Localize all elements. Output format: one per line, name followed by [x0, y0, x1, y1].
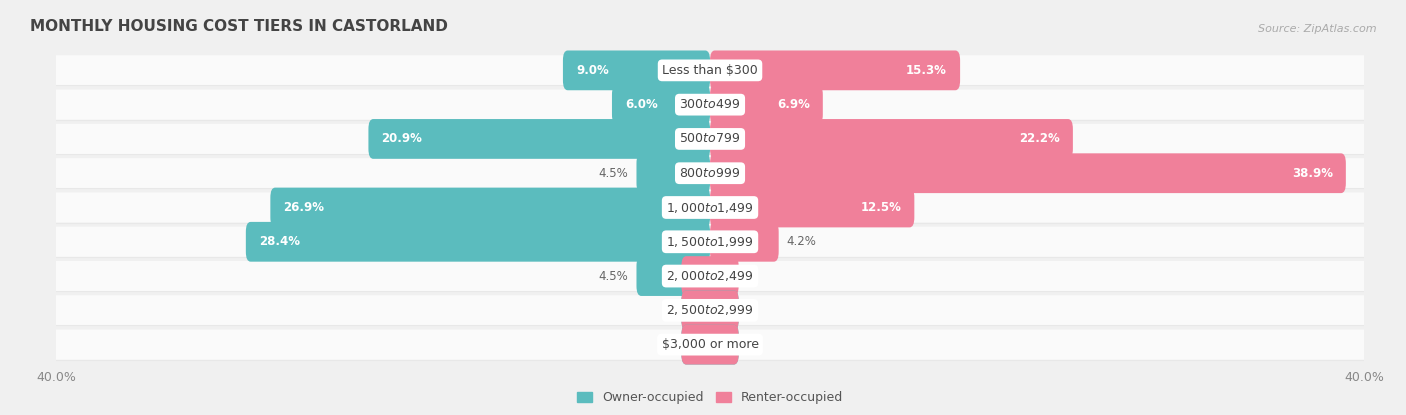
FancyBboxPatch shape: [682, 290, 738, 330]
Text: $2,000 to $2,499: $2,000 to $2,499: [666, 269, 754, 283]
Text: MONTHLY HOUSING COST TIERS IN CASTORLAND: MONTHLY HOUSING COST TIERS IN CASTORLAND: [30, 19, 449, 34]
Text: 28.4%: 28.4%: [259, 235, 299, 248]
Text: 15.3%: 15.3%: [905, 64, 948, 77]
Text: 4.2%: 4.2%: [787, 235, 817, 248]
Text: 0.0%: 0.0%: [672, 304, 702, 317]
FancyBboxPatch shape: [48, 330, 1372, 360]
FancyBboxPatch shape: [710, 51, 960, 90]
FancyBboxPatch shape: [710, 85, 823, 124]
FancyBboxPatch shape: [48, 295, 1372, 325]
FancyBboxPatch shape: [682, 290, 738, 330]
FancyBboxPatch shape: [710, 153, 1346, 193]
Text: $1,000 to $1,499: $1,000 to $1,499: [666, 200, 754, 215]
Text: 4.5%: 4.5%: [599, 270, 628, 283]
FancyBboxPatch shape: [682, 325, 738, 364]
Text: 4.5%: 4.5%: [599, 167, 628, 180]
Text: 22.2%: 22.2%: [1019, 132, 1060, 145]
Text: $2,500 to $2,999: $2,500 to $2,999: [666, 303, 754, 317]
FancyBboxPatch shape: [48, 124, 1372, 154]
FancyBboxPatch shape: [710, 188, 914, 227]
FancyBboxPatch shape: [612, 85, 710, 124]
FancyBboxPatch shape: [270, 188, 710, 227]
Text: 38.9%: 38.9%: [1292, 167, 1333, 180]
FancyBboxPatch shape: [710, 119, 1073, 159]
Text: 26.9%: 26.9%: [284, 201, 325, 214]
Text: $300 to $499: $300 to $499: [679, 98, 741, 111]
Text: 6.0%: 6.0%: [626, 98, 658, 111]
Text: 0.0%: 0.0%: [718, 338, 748, 351]
FancyBboxPatch shape: [246, 222, 710, 262]
Text: 12.5%: 12.5%: [860, 201, 901, 214]
Legend: Owner-occupied, Renter-occupied: Owner-occupied, Renter-occupied: [572, 386, 848, 410]
Text: 0.0%: 0.0%: [718, 304, 748, 317]
Text: 6.9%: 6.9%: [778, 98, 810, 111]
Text: 20.9%: 20.9%: [381, 132, 422, 145]
Text: 0.0%: 0.0%: [718, 270, 748, 283]
FancyBboxPatch shape: [562, 51, 710, 90]
Text: $1,500 to $1,999: $1,500 to $1,999: [666, 235, 754, 249]
FancyBboxPatch shape: [48, 261, 1372, 291]
FancyBboxPatch shape: [637, 153, 710, 193]
Text: Less than $300: Less than $300: [662, 64, 758, 77]
FancyBboxPatch shape: [48, 55, 1372, 85]
Text: Source: ZipAtlas.com: Source: ZipAtlas.com: [1258, 24, 1376, 34]
Text: $500 to $799: $500 to $799: [679, 132, 741, 145]
FancyBboxPatch shape: [48, 90, 1372, 120]
FancyBboxPatch shape: [368, 119, 710, 159]
FancyBboxPatch shape: [48, 193, 1372, 222]
Text: 0.0%: 0.0%: [672, 338, 702, 351]
FancyBboxPatch shape: [682, 325, 738, 364]
FancyBboxPatch shape: [637, 256, 710, 296]
Text: 9.0%: 9.0%: [576, 64, 609, 77]
FancyBboxPatch shape: [48, 158, 1372, 188]
Text: $800 to $999: $800 to $999: [679, 167, 741, 180]
FancyBboxPatch shape: [48, 227, 1372, 257]
FancyBboxPatch shape: [710, 222, 779, 262]
Text: $3,000 or more: $3,000 or more: [662, 338, 758, 351]
FancyBboxPatch shape: [682, 256, 738, 296]
